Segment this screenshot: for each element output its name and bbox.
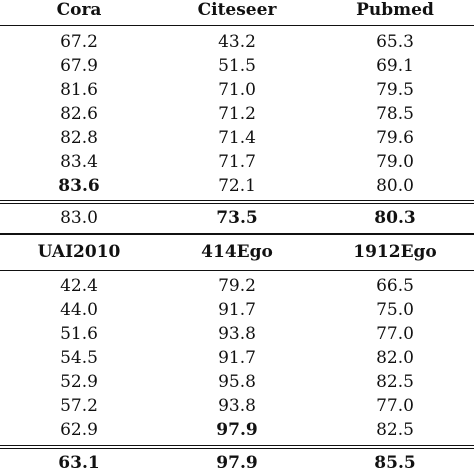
- table-cell: 83.6: [58, 176, 100, 196]
- table-cell: 72.1: [218, 176, 256, 196]
- section1-best-rule-top: [0, 200, 474, 201]
- table-cell: 73.5: [216, 208, 258, 228]
- table-cell: 67.2: [60, 32, 98, 52]
- header-414ego: 414Ego: [201, 242, 273, 262]
- section1-header-rule: [0, 25, 474, 26]
- table-cell: 83.4: [60, 152, 98, 172]
- table-cell: 79.0: [376, 152, 414, 172]
- table-cell: 62.9: [60, 420, 98, 440]
- table-cell: 69.1: [376, 56, 414, 76]
- table-cell: 42.4: [60, 276, 98, 296]
- table-cell: 71.4: [218, 128, 256, 148]
- section2-header-rule: [0, 270, 474, 271]
- table-cell: 82.0: [376, 348, 414, 368]
- table-cell: 82.5: [376, 420, 414, 440]
- table-cell: 66.5: [376, 276, 414, 296]
- header-1912ego: 1912Ego: [353, 242, 437, 262]
- table-cell: 91.7: [218, 300, 256, 320]
- table-cell: 81.6: [60, 80, 98, 100]
- table-cell: 97.9: [216, 420, 258, 440]
- table-cell: 51.5: [218, 56, 256, 76]
- section-divider-rule: [0, 233, 474, 235]
- header-uai2010: UAI2010: [37, 242, 121, 262]
- table-cell: 75.0: [376, 300, 414, 320]
- table-cell: 82.6: [60, 104, 98, 124]
- table-cell: 51.6: [60, 324, 98, 344]
- table-cell: 71.0: [218, 80, 256, 100]
- table-cell: 97.9: [216, 453, 258, 473]
- table-cell: 65.3: [376, 32, 414, 52]
- table-cell: 71.2: [218, 104, 256, 124]
- table-cell: 44.0: [60, 300, 98, 320]
- table-cell: 82.5: [376, 372, 414, 392]
- section2-best-rule-top: [0, 445, 474, 446]
- table-cell: 93.8: [218, 396, 256, 416]
- table-cell: 67.9: [60, 56, 98, 76]
- table-cell: 52.9: [60, 372, 98, 392]
- table-cell: 79.6: [376, 128, 414, 148]
- table-cell: 63.1: [58, 453, 100, 473]
- table-cell: 79.2: [218, 276, 256, 296]
- table-cell: 91.7: [218, 348, 256, 368]
- table-cell: 54.5: [60, 348, 98, 368]
- section1-best-rule-top2: [0, 203, 474, 204]
- table-cell: 43.2: [218, 32, 256, 52]
- header-citeseer: Citeseer: [197, 0, 277, 20]
- table-cell: 85.5: [374, 453, 416, 473]
- header-cora: Cora: [56, 0, 102, 20]
- table-cell: 83.0: [60, 208, 98, 228]
- table-cell: 78.5: [376, 104, 414, 124]
- table-cell: 57.2: [60, 396, 98, 416]
- table-cell: 80.3: [374, 208, 416, 228]
- table-cell: 82.8: [60, 128, 98, 148]
- table-cell: 77.0: [376, 324, 414, 344]
- table-cell: 93.8: [218, 324, 256, 344]
- table-cell: 79.5: [376, 80, 414, 100]
- header-pubmed: Pubmed: [356, 0, 434, 20]
- table-cell: 80.0: [376, 176, 414, 196]
- table-cell: 71.7: [218, 152, 256, 172]
- table-cell: 95.8: [218, 372, 256, 392]
- table-cell: 77.0: [376, 396, 414, 416]
- section2-best-rule-top2: [0, 448, 474, 449]
